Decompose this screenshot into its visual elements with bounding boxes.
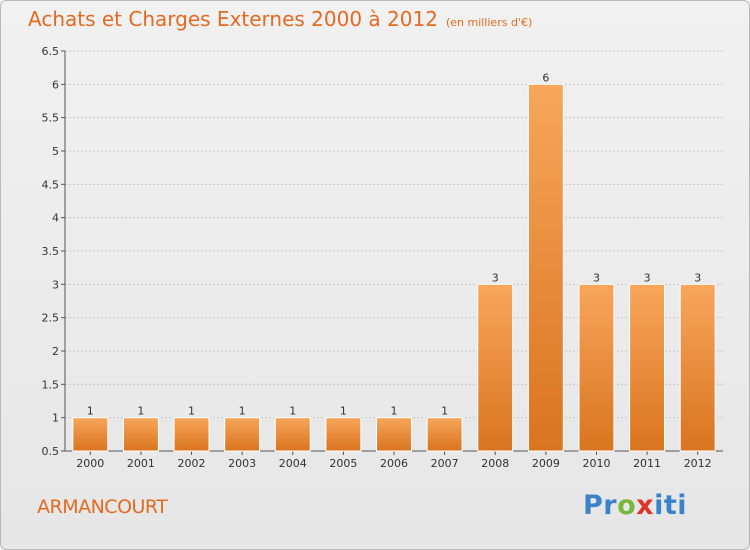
data-label-2005: 1 xyxy=(340,405,347,418)
data-label-2004: 1 xyxy=(289,405,296,418)
x-tick-label-2012: 2012 xyxy=(684,457,712,470)
x-tick-label-2005: 2005 xyxy=(329,457,357,470)
x-tick-label-2010: 2010 xyxy=(582,457,610,470)
data-label-2003: 1 xyxy=(239,405,246,418)
data-label-2000: 1 xyxy=(87,405,94,418)
y-tick-label: 2.5 xyxy=(42,312,60,325)
chart-title: Achats et Charges Externes 2000 à 2012 (e… xyxy=(28,7,532,31)
y-tick-label: 4.5 xyxy=(42,178,60,191)
bar-2007 xyxy=(426,417,463,452)
bar-2012 xyxy=(679,283,716,452)
logo-part-i: iti xyxy=(654,490,688,521)
data-label-2012: 3 xyxy=(694,271,701,284)
chart-title-text: Achats et Charges Externes 2000 à 2012 xyxy=(28,7,438,31)
x-tick-label-2007: 2007 xyxy=(431,457,459,470)
bar-2004 xyxy=(274,417,311,452)
bar-2000 xyxy=(72,417,109,452)
x-tick-label-2009: 2009 xyxy=(532,457,560,470)
logo-part-p: Pr xyxy=(583,490,618,521)
x-tick-label-2011: 2011 xyxy=(633,457,661,470)
commune-name: ARMANCOURT xyxy=(37,496,168,518)
bar-2001 xyxy=(122,417,159,452)
chart-subtitle: (en milliers d'€) xyxy=(445,16,533,29)
axes xyxy=(61,50,723,455)
bar-2011 xyxy=(629,283,666,452)
y-tick-label: 5.5 xyxy=(42,112,60,125)
y-tick-label: 1.5 xyxy=(42,378,60,391)
data-label-2002: 1 xyxy=(188,405,195,418)
y-tick-label: 3.5 xyxy=(42,245,60,258)
x-tick-label-2006: 2006 xyxy=(380,457,408,470)
data-label-2007: 1 xyxy=(441,405,448,418)
x-tick-label-2004: 2004 xyxy=(279,457,307,470)
logo-part-o: o xyxy=(617,490,637,521)
y-tick-label: 6 xyxy=(52,78,59,91)
data-label-2001: 1 xyxy=(137,405,144,418)
bar-2010 xyxy=(578,283,615,452)
bar-2009 xyxy=(527,83,564,452)
x-tick-label-2002: 2002 xyxy=(178,457,206,470)
y-tick-label: 1 xyxy=(52,412,59,425)
data-labels: 1 1 1 1 1 1 1 1 3 6 3 3 3 xyxy=(87,71,701,417)
bar-2002 xyxy=(173,417,210,452)
data-label-2006: 1 xyxy=(391,405,398,418)
bars xyxy=(72,83,716,452)
bar-2005 xyxy=(325,417,362,452)
y-tick-label: 4 xyxy=(52,212,59,225)
data-label-2009: 6 xyxy=(542,71,549,84)
x-tick-label-2008: 2008 xyxy=(481,457,509,470)
y-tick-label: 5 xyxy=(52,145,59,158)
bar-2006 xyxy=(376,417,412,452)
y-tick-label: 2 xyxy=(52,345,59,358)
bar-2003 xyxy=(224,417,261,452)
x-tick-label-2001: 2001 xyxy=(127,457,155,470)
x-tick-labels: 2000 2001 2002 2003 2004 2005 2006 2007 2008 2009… xyxy=(76,457,711,470)
y-tick-label: 6.5 xyxy=(42,45,60,58)
y-tick-labels: 0.5 1 1.5 2 2.5 3 3.5 4 4.5 5 5.5 6 6.5 xyxy=(42,45,60,458)
y-tick-label: 0.5 xyxy=(42,445,60,458)
data-label-2010: 3 xyxy=(593,271,600,284)
y-tick-label: 3 xyxy=(52,278,59,291)
data-label-2008: 3 xyxy=(492,271,499,284)
grid-lines xyxy=(65,50,723,419)
logo-part-x: x xyxy=(636,490,655,521)
data-label-2011: 3 xyxy=(644,271,651,284)
x-tick-label-2000: 2000 xyxy=(76,457,104,470)
x-tick-label-2003: 2003 xyxy=(228,457,256,470)
proxiti-logo[interactable]: Proxiti xyxy=(583,490,687,521)
bar-2008 xyxy=(477,283,514,452)
